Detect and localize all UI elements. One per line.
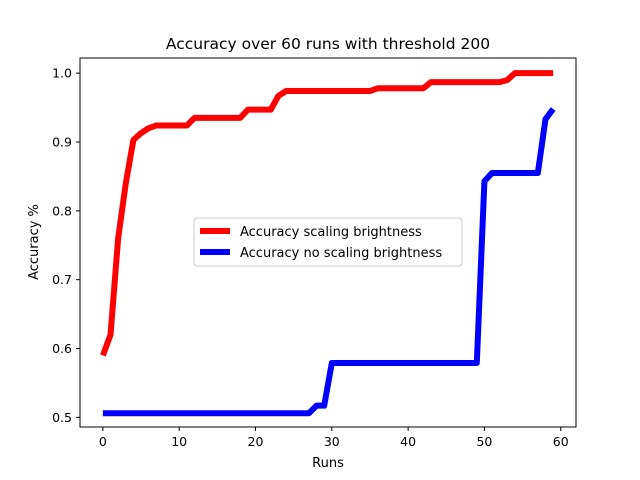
- y-tick-label: 0.7: [52, 272, 72, 287]
- series-layer: [100, 70, 556, 417]
- plot-frame: [79, 57, 577, 428]
- legend-label-no-scaling: Accuracy no scaling brightness: [240, 246, 442, 261]
- legend-label-scaling: Accuracy scaling brightness: [240, 225, 422, 240]
- series-line-scaling: [100, 70, 554, 357]
- x-tick-label: 50: [476, 434, 492, 449]
- x-tick-label: 60: [553, 434, 569, 449]
- legend-box: [193, 217, 463, 267]
- y-tick-label: 1.0: [52, 66, 72, 81]
- x-tick-label: 40: [400, 434, 416, 449]
- y-axis: 0.5 0.6 0.7 0.8 0.9 1.0: [52, 66, 80, 425]
- chart-title: Accuracy over 60 runs with threshold 200: [166, 35, 490, 53]
- x-tick-label: 20: [248, 434, 264, 449]
- series-line-no-scaling: [102, 107, 556, 417]
- y-tick-label: 0.5: [52, 410, 72, 425]
- legend: Accuracy scaling brightness Accuracy no …: [193, 217, 463, 267]
- x-axis: 0 10 20 30 40 50 60: [99, 427, 569, 449]
- y-tick-label: 0.8: [52, 203, 72, 218]
- y-tick-label: 0.6: [52, 341, 72, 356]
- x-tick-label: 10: [171, 434, 187, 449]
- y-axis-title: Accuracy %: [27, 204, 42, 280]
- y-tick-label: 0.9: [52, 134, 72, 149]
- x-axis-title: Runs: [312, 456, 344, 471]
- x-tick-label: 30: [324, 434, 340, 449]
- x-tick-label: 0: [99, 434, 107, 449]
